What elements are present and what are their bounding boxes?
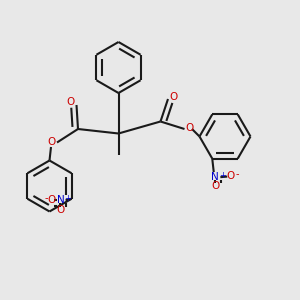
Text: +: + bbox=[64, 194, 71, 203]
Text: N: N bbox=[212, 172, 219, 182]
Text: O: O bbox=[66, 97, 75, 107]
Text: O: O bbox=[56, 205, 64, 215]
Text: N: N bbox=[57, 195, 64, 205]
Text: O: O bbox=[185, 123, 194, 133]
Text: O: O bbox=[47, 137, 56, 147]
Text: -: - bbox=[45, 193, 48, 203]
Text: O: O bbox=[211, 181, 219, 190]
Text: O: O bbox=[226, 171, 234, 181]
Text: O: O bbox=[47, 195, 56, 205]
Text: O: O bbox=[169, 92, 178, 102]
Text: -: - bbox=[235, 169, 239, 179]
Text: +: + bbox=[219, 171, 226, 180]
